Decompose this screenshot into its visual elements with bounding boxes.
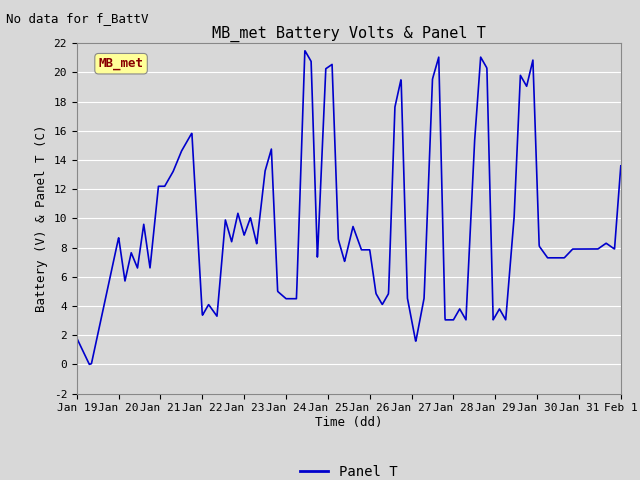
X-axis label: Time (dd): Time (dd) (315, 416, 383, 429)
Y-axis label: Battery (V) & Panel T (C): Battery (V) & Panel T (C) (35, 125, 48, 312)
Title: MB_met Battery Volts & Panel T: MB_met Battery Volts & Panel T (212, 25, 486, 42)
Text: No data for f_BattV: No data for f_BattV (6, 12, 149, 25)
Text: MB_met: MB_met (99, 57, 143, 70)
Legend: Panel T: Panel T (294, 460, 403, 480)
